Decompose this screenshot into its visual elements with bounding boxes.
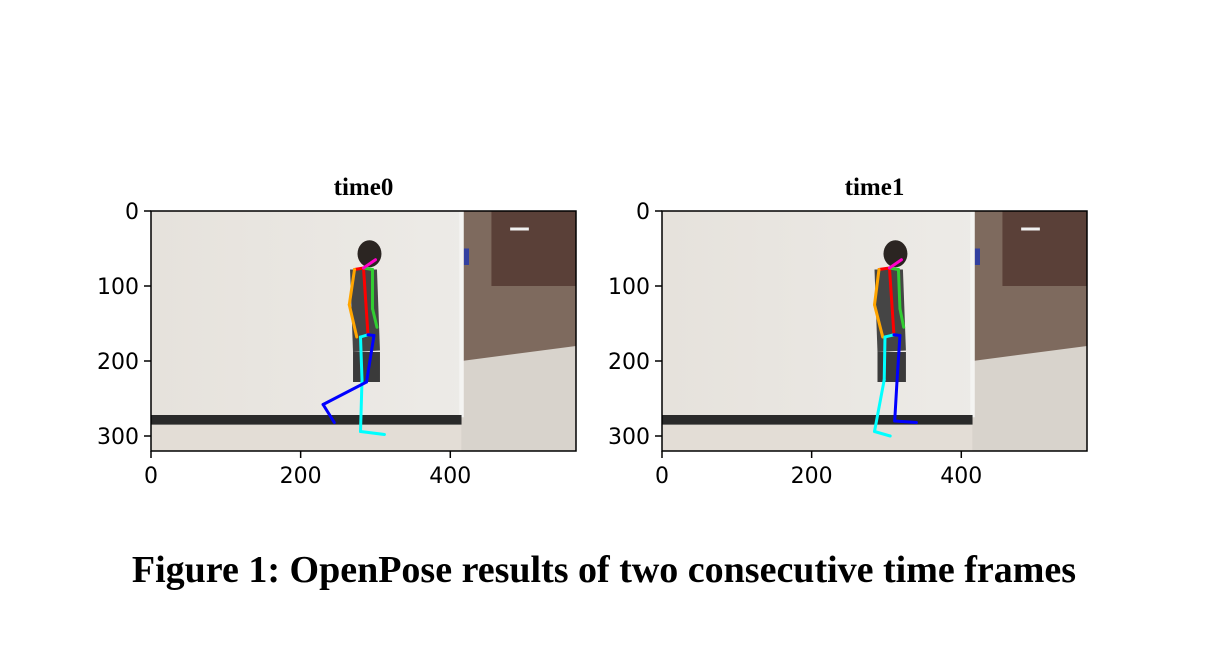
- bone-r_hip-r_knee: [882, 335, 887, 382]
- x-tick-label: 0: [144, 464, 158, 489]
- bone-neck-mid_hip: [887, 266, 896, 337]
- bone-l_shoulder-l_elbow: [896, 268, 902, 310]
- bone-r_shoulder-r_elbow: [873, 268, 881, 307]
- x-tick-label: 200: [280, 464, 322, 489]
- panel-time0: time0 0 200 400 0 100 200 300: [97, 174, 577, 489]
- x-tick-label: 400: [429, 464, 471, 489]
- bone-r_hip-r_knee: [359, 335, 364, 382]
- bone-r_knee-r_ankle: [359, 378, 364, 433]
- photo-frame: [662, 211, 1087, 451]
- bone-neck-nose: [887, 258, 903, 270]
- bone-r_elbow-r_wrist: [347, 303, 359, 339]
- bone-l_elbow-l_wrist: [898, 307, 906, 329]
- bone-l_knee-l_ankle: [893, 380, 899, 423]
- figure-caption: Figure 1: OpenPose results of two consec…: [131, 549, 1077, 591]
- bone-l_elbow-l_wrist: [370, 307, 379, 329]
- bone-neck-r_shoulder: [877, 266, 891, 271]
- bone-l_ankle-l_toe: [893, 419, 918, 424]
- y-tick-label: 300: [97, 425, 139, 450]
- ceiling-light: [510, 227, 529, 231]
- hallway-wall: [491, 211, 576, 286]
- x-tick-label: 0: [655, 464, 669, 489]
- baseboard: [151, 415, 462, 425]
- pose-skeleton: [873, 258, 918, 438]
- ceiling-light: [1021, 227, 1040, 231]
- x-tick-label: 200: [791, 464, 833, 489]
- panel-time1: time1 0 200 400 0 100 200 300: [608, 174, 1088, 489]
- bone-neck-nose: [362, 258, 377, 270]
- bone-l_knee-l_ankle: [321, 380, 368, 406]
- floor: [151, 424, 462, 451]
- bone-r_ankle-r_toe: [359, 430, 386, 436]
- bone-l_hip-l_knee: [364, 334, 376, 384]
- bone-mid_hip-r_hip: [883, 333, 896, 339]
- panel-title: time0: [334, 174, 394, 201]
- photo-frame: [151, 211, 576, 451]
- wall-sign: [974, 248, 981, 265]
- y-tick-label: 0: [125, 200, 139, 225]
- pillar-edge: [970, 211, 975, 418]
- bone-l_hip-l_knee: [895, 334, 902, 384]
- pose-skeleton: [321, 258, 386, 436]
- y-tick-label: 100: [608, 275, 650, 300]
- bone-l_ankle-l_toe: [321, 403, 336, 424]
- shorts: [877, 352, 906, 382]
- wall-sign: [463, 248, 470, 265]
- y-tick-label: 100: [97, 275, 139, 300]
- y-tick-label: 200: [608, 350, 650, 375]
- hallway-floor: [461, 346, 576, 451]
- panel-title: time1: [845, 174, 905, 201]
- axes-frame: [150, 210, 577, 452]
- y-tick-label: 300: [608, 425, 650, 450]
- bone-r_knee-r_ankle: [873, 378, 886, 433]
- y-tick-label: 200: [97, 350, 139, 375]
- bone-neck-mid_hip: [362, 266, 370, 337]
- bone-r_elbow-r_wrist: [873, 303, 885, 339]
- bone-r_ankle-r_toe: [873, 430, 892, 438]
- y-tick-label: 0: [636, 200, 650, 225]
- hallway-wall: [1002, 211, 1087, 286]
- bone-neck-r_shoulder: [353, 266, 365, 271]
- baseboard: [662, 415, 973, 425]
- floor: [662, 424, 973, 451]
- hallway-floor: [972, 346, 1087, 451]
- pillar-edge: [459, 211, 464, 418]
- x-tick-label: 400: [940, 464, 982, 489]
- axes-frame: [661, 210, 1088, 452]
- bone-r_shoulder-r_elbow: [347, 268, 357, 307]
